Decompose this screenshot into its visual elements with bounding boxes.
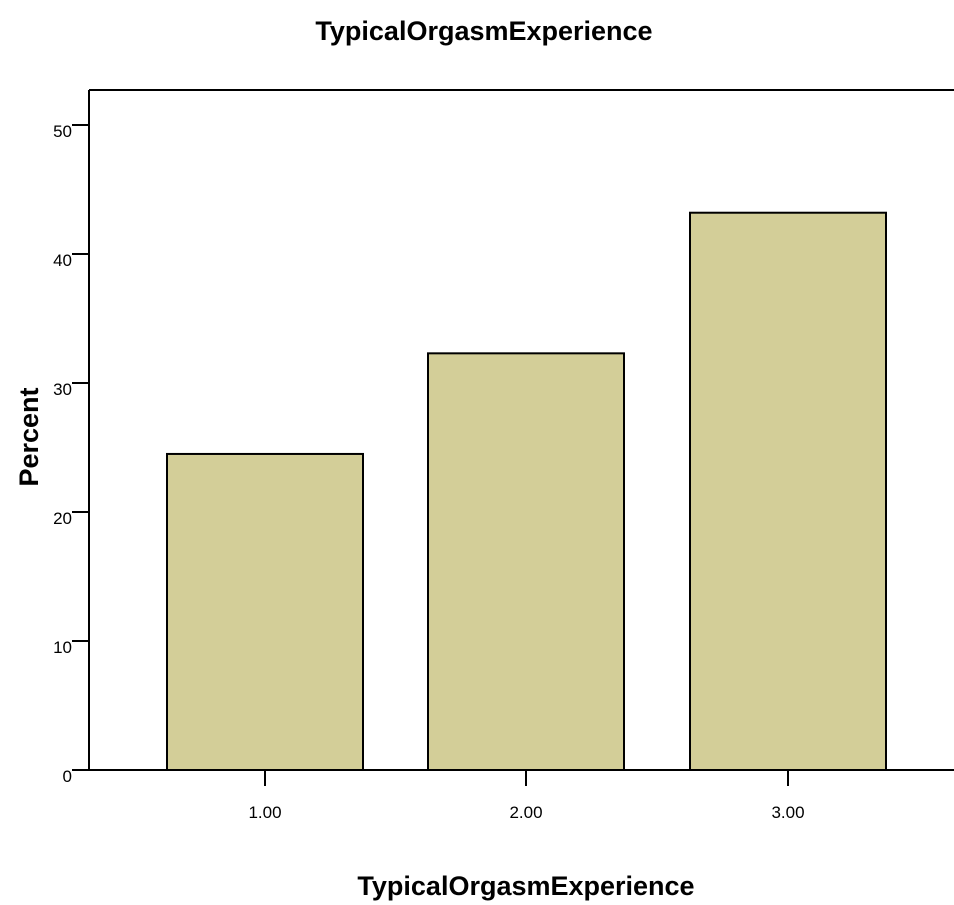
x-tick-label: 2.00 <box>509 803 542 822</box>
bars-group <box>166 211 887 772</box>
chart-title: TypicalOrgasmExperience <box>315 16 652 46</box>
y-tick-label: 40 <box>53 251 72 270</box>
y-tick-label: 20 <box>53 509 72 528</box>
x-axis-label: TypicalOrgasmExperience <box>357 871 694 901</box>
bar-1.00 <box>166 452 364 771</box>
bar-2.00 <box>427 352 625 771</box>
y-tick-label: 10 <box>53 638 72 657</box>
x-tick-label: 1.00 <box>248 803 281 822</box>
y-ticks-group: 0 10 20 30 40 50 <box>53 122 89 786</box>
y-tick-label: 50 <box>53 122 72 141</box>
y-axis-label: Percent <box>14 387 44 486</box>
x-ticks-group: 1.00 2.00 3.00 <box>248 770 805 822</box>
x-tick-label: 3.00 <box>771 803 804 822</box>
bar-3.00 <box>689 211 887 772</box>
y-tick-label: 0 <box>63 767 72 786</box>
y-tick-label: 30 <box>53 380 72 399</box>
